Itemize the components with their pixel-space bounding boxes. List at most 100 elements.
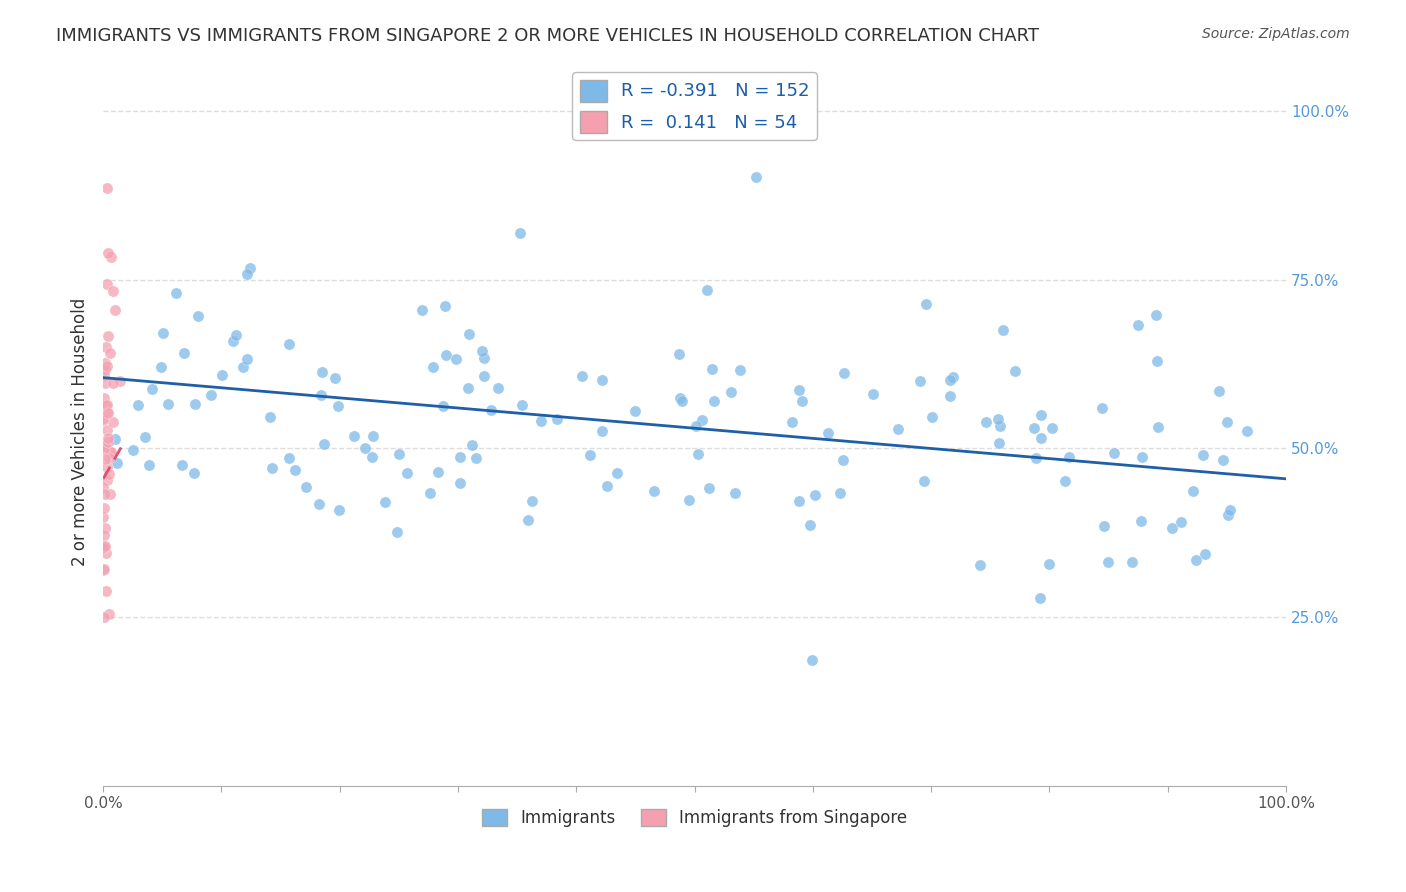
Point: [96, 340, 118, 354]
Point: [591, 373, 613, 387]
Point: [94, 546, 117, 560]
Point: [98, 445, 121, 459]
Point: [94, 487, 117, 501]
Point: [472, 351, 495, 365]
Point: [93, 541, 115, 555]
Point: [388, 447, 411, 461]
Point: [1024, 421, 1046, 435]
Point: [97, 435, 120, 450]
Point: [328, 399, 350, 413]
Point: [745, 169, 768, 184]
Point: [479, 403, 502, 417]
Point: [141, 382, 163, 396]
Point: [1192, 448, 1215, 462]
Point: [1029, 409, 1052, 423]
Point: [678, 493, 700, 508]
Point: [546, 412, 568, 426]
Text: Source: ZipAtlas.com: Source: ZipAtlas.com: [1202, 27, 1350, 41]
Point: [239, 260, 262, 275]
Point: [471, 344, 494, 359]
Point: [308, 497, 330, 511]
Point: [127, 398, 149, 412]
Point: [434, 349, 457, 363]
Point: [921, 410, 943, 425]
Point: [97, 329, 120, 343]
Point: [834, 367, 856, 381]
Point: [94, 398, 117, 412]
Point: [1144, 308, 1167, 322]
Point: [1042, 421, 1064, 435]
Point: [530, 414, 553, 428]
Point: [94, 356, 117, 370]
Point: [780, 416, 803, 430]
Point: [703, 394, 725, 409]
Point: [93, 442, 115, 456]
Point: [801, 653, 824, 667]
Point: [323, 371, 346, 385]
Point: [728, 363, 751, 377]
Point: [138, 458, 160, 473]
Point: [591, 425, 613, 439]
Point: [1031, 431, 1053, 445]
Point: [987, 412, 1010, 426]
Point: [96, 359, 118, 373]
Point: [887, 422, 910, 436]
Point: [94, 521, 117, 535]
Point: [105, 456, 128, 470]
Point: [792, 394, 814, 409]
Point: [1170, 515, 1192, 529]
Point: [97, 450, 120, 465]
Point: [1194, 547, 1216, 561]
Point: [787, 493, 810, 508]
Point: [396, 466, 419, 480]
Point: [457, 381, 479, 395]
Point: [803, 488, 825, 502]
Point: [328, 502, 350, 516]
Point: [232, 359, 254, 374]
Point: [93, 562, 115, 576]
Point: [697, 481, 720, 495]
Point: [183, 466, 205, 480]
Text: IMMIGRANTS VS IMMIGRANTS FROM SINGAPORE 2 OR MORE VEHICLES IN HOUSEHOLD CORRELAT: IMMIGRANTS VS IMMIGRANTS FROM SINGAPORE …: [56, 27, 1039, 45]
Point: [260, 460, 283, 475]
Point: [225, 327, 247, 342]
Point: [1091, 401, 1114, 415]
Point: [184, 397, 207, 411]
Point: [93, 563, 115, 577]
Point: [1038, 557, 1060, 571]
Point: [93, 610, 115, 624]
Point: [259, 410, 281, 425]
Point: [1025, 450, 1047, 465]
Point: [1102, 446, 1125, 460]
Point: [93, 541, 115, 555]
Point: [222, 334, 245, 348]
Point: [96, 423, 118, 437]
Point: [97, 432, 120, 446]
Point: [294, 480, 316, 494]
Point: [211, 368, 233, 383]
Point: [104, 303, 127, 318]
Point: [1208, 384, 1230, 398]
Point: [509, 226, 531, 240]
Point: [1130, 514, 1153, 528]
Point: [100, 250, 122, 264]
Point: [314, 437, 336, 451]
Legend: Immigrants, Immigrants from Singapore: Immigrants, Immigrants from Singapore: [475, 803, 914, 834]
Point: [988, 418, 1011, 433]
Point: [97, 246, 120, 260]
Point: [100, 445, 122, 459]
Point: [354, 441, 377, 455]
Point: [411, 303, 433, 318]
Point: [236, 351, 259, 366]
Point: [1004, 364, 1026, 378]
Point: [862, 386, 884, 401]
Point: [422, 359, 444, 374]
Point: [460, 438, 482, 452]
Point: [309, 388, 332, 402]
Point: [828, 486, 851, 500]
Point: [236, 267, 259, 281]
Point: [93, 541, 115, 555]
Point: [696, 283, 718, 297]
Point: [1161, 520, 1184, 534]
Point: [278, 336, 301, 351]
